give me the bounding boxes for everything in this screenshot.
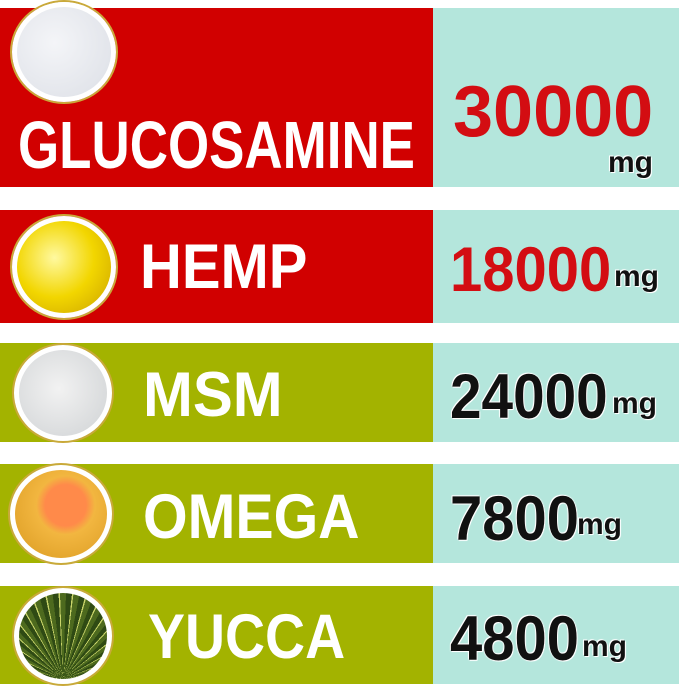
ingredient-name: YUCCA [148, 602, 346, 672]
value-panel [433, 464, 679, 563]
amount-unit: mg [614, 260, 659, 293]
white-powder-icon [12, 2, 116, 102]
ingredient-row-hemp: HEMP 18000 mg [0, 210, 679, 323]
amount-unit: mg [582, 630, 627, 663]
value-panel [433, 586, 679, 684]
ingredient-name: GLUCOSAMINE [18, 108, 415, 183]
msm-crystals-icon [14, 345, 112, 441]
amount-unit: mg [612, 387, 657, 420]
ingredient-row-glucosamine: GLUCOSAMINE 30000 mg [0, 8, 679, 187]
value-panel [433, 8, 679, 187]
ingredient-amount: 30000 [453, 72, 654, 152]
amount-unit: mg [608, 146, 653, 179]
ingredient-name: HEMP [140, 232, 308, 302]
salmon-omega-icon [10, 465, 112, 563]
amount-unit: mg [577, 508, 622, 541]
hemp-oil-icon [12, 216, 116, 318]
ingredient-amount: 18000 [450, 235, 612, 305]
ingredient-amount: 24000 [450, 362, 608, 432]
ingredient-amount: 4800 [450, 604, 579, 674]
ingredient-name: OMEGA [143, 482, 360, 552]
value-panel [433, 210, 679, 323]
ingredient-name: MSM [143, 360, 283, 430]
yucca-leaves-icon [14, 588, 112, 684]
value-panel [433, 343, 679, 442]
ingredient-amount: 7800 [450, 484, 579, 554]
